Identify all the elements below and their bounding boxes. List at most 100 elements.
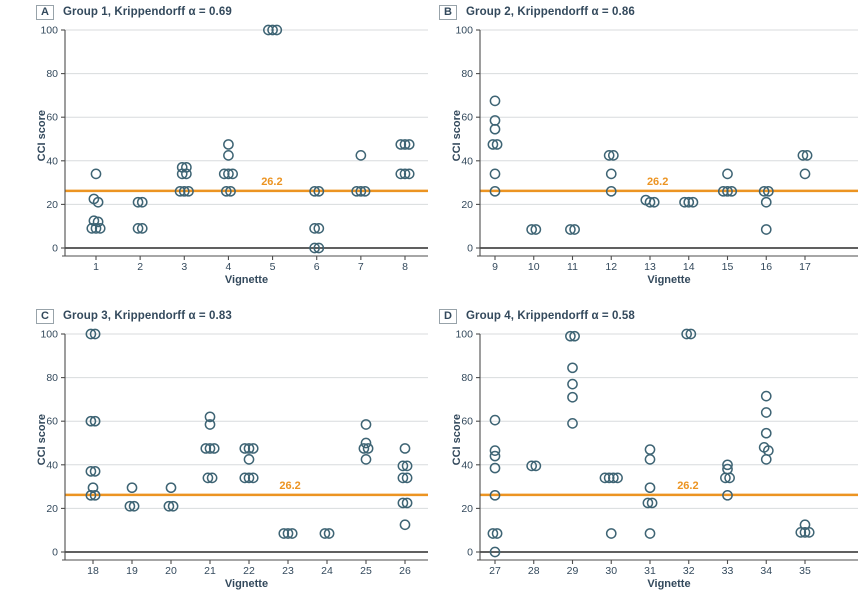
x-tick-label: 30: [605, 565, 617, 577]
y-tick-label: 80: [461, 372, 473, 384]
data-point: [89, 328, 101, 340]
y-tick-label: 100: [455, 25, 473, 37]
data-point: [489, 414, 501, 426]
data-point: [646, 497, 658, 509]
x-tick-label: 9: [492, 261, 498, 273]
y-tick-label: 80: [46, 68, 58, 80]
data-point: [395, 168, 407, 180]
data-point: [208, 443, 220, 454]
y-tick-label: 0: [467, 547, 473, 559]
panel-label-box: B: [439, 4, 457, 20]
data-point: [644, 528, 656, 539]
data-point: [608, 472, 619, 484]
scatter-chart: 26.2 0 20 40 60 80 100 9 10 11 12 13 14 15 16 17: [455, 25, 858, 273]
data-point: [223, 150, 234, 161]
data-point: [530, 460, 542, 472]
data-point: [87, 482, 99, 494]
data-point: [599, 472, 611, 484]
plot-area: CCI score 26.2 0 20 40 60 80 100 1 2 3 4 5 6 7 8 Vigne…: [30, 22, 433, 290]
data-point: [85, 465, 97, 477]
y-tick-label: 60: [46, 416, 58, 428]
scatter-chart: 26.2 0 20 40 60 80 100 18 19 20 21 22 23 24 25 26: [40, 328, 428, 577]
y-tick-label: 20: [46, 199, 58, 211]
data-point: [608, 150, 619, 161]
data-point: [567, 362, 578, 374]
panel-header: D Group 4, Krippendorff α = 0.58: [433, 306, 867, 326]
data-point: [397, 460, 409, 472]
x-tick-label: 35: [799, 565, 811, 577]
data-point: [679, 196, 690, 208]
panel-header: B Group 2, Krippendorff α = 0.86: [433, 2, 867, 22]
plot-area: CCI score 26.2 0 20 40 60 80 100 18 19 20 21 22 23 24…: [30, 326, 433, 594]
data-point: [136, 196, 148, 208]
data-point: [92, 216, 104, 228]
reference-line-label: 26.2: [677, 480, 698, 492]
data-point: [565, 330, 576, 342]
data-point: [399, 519, 411, 531]
data-point: [85, 489, 97, 501]
data-point: [569, 224, 580, 235]
data-point: [565, 224, 576, 235]
data-point: [124, 500, 136, 512]
x-tick-label: 22: [243, 565, 255, 577]
x-tick-label: 11: [567, 261, 578, 273]
data-point: [567, 391, 578, 403]
data-point: [360, 419, 372, 430]
data-point: [395, 139, 407, 150]
x-tick-label: 23: [282, 565, 294, 577]
data-point: [567, 418, 578, 429]
x-tick-label: 32: [683, 565, 695, 577]
data-point: [801, 150, 813, 161]
data-point: [243, 472, 255, 484]
x-tick-label: 33: [722, 565, 734, 577]
data-point: [313, 223, 325, 234]
scatter-chart: 26.2 0 20 40 60 80 100 27 28 29 30 31 32 33 34 35: [455, 328, 858, 577]
data-point: [648, 196, 660, 208]
data-point: [760, 224, 772, 235]
data-point: [163, 500, 175, 512]
data-point: [401, 460, 413, 472]
data-point: [92, 196, 104, 208]
data-point: [760, 427, 772, 439]
data-point: [360, 437, 372, 449]
y-tick-label: 80: [461, 68, 473, 80]
data-point: [90, 168, 102, 180]
x-tick-label: 4: [226, 261, 232, 273]
x-tick-label: 26: [399, 565, 411, 577]
data-point: [132, 196, 144, 208]
reference-line-label: 26.2: [261, 176, 282, 188]
data-point: [799, 168, 811, 180]
y-tick-label: 20: [461, 503, 473, 515]
data-point: [687, 196, 699, 208]
x-tick-label: 15: [722, 261, 734, 273]
panel-a: A Group 1, Krippendorff α = 0.69 CCI sco…: [30, 2, 433, 290]
data-point: [359, 185, 371, 197]
x-tick-label: 16: [760, 261, 772, 273]
x-tick-label: 1: [93, 261, 99, 273]
data-point: [313, 242, 325, 254]
data-point: [165, 482, 177, 494]
x-tick-label: 6: [314, 261, 320, 273]
y-axis-label: CCI score: [36, 414, 48, 466]
x-axis-label: Vignette: [224, 274, 269, 286]
data-point: [89, 415, 101, 427]
data-point: [489, 450, 501, 462]
data-point: [263, 24, 274, 36]
data-point: [176, 168, 188, 180]
data-point: [239, 472, 251, 484]
data-point: [202, 472, 214, 484]
x-tick-label: 12: [605, 261, 617, 273]
data-point: [223, 168, 234, 180]
data-point: [319, 528, 331, 539]
data-point: [605, 528, 617, 539]
data-point: [797, 150, 809, 161]
x-tick-label: 27: [489, 565, 501, 577]
data-point: [685, 328, 697, 340]
data-point: [86, 223, 98, 234]
y-tick-label: 20: [461, 199, 473, 211]
data-point: [89, 465, 101, 477]
data-point: [717, 185, 729, 197]
x-axis-label: Vignette: [647, 578, 691, 590]
data-point: [612, 472, 623, 484]
